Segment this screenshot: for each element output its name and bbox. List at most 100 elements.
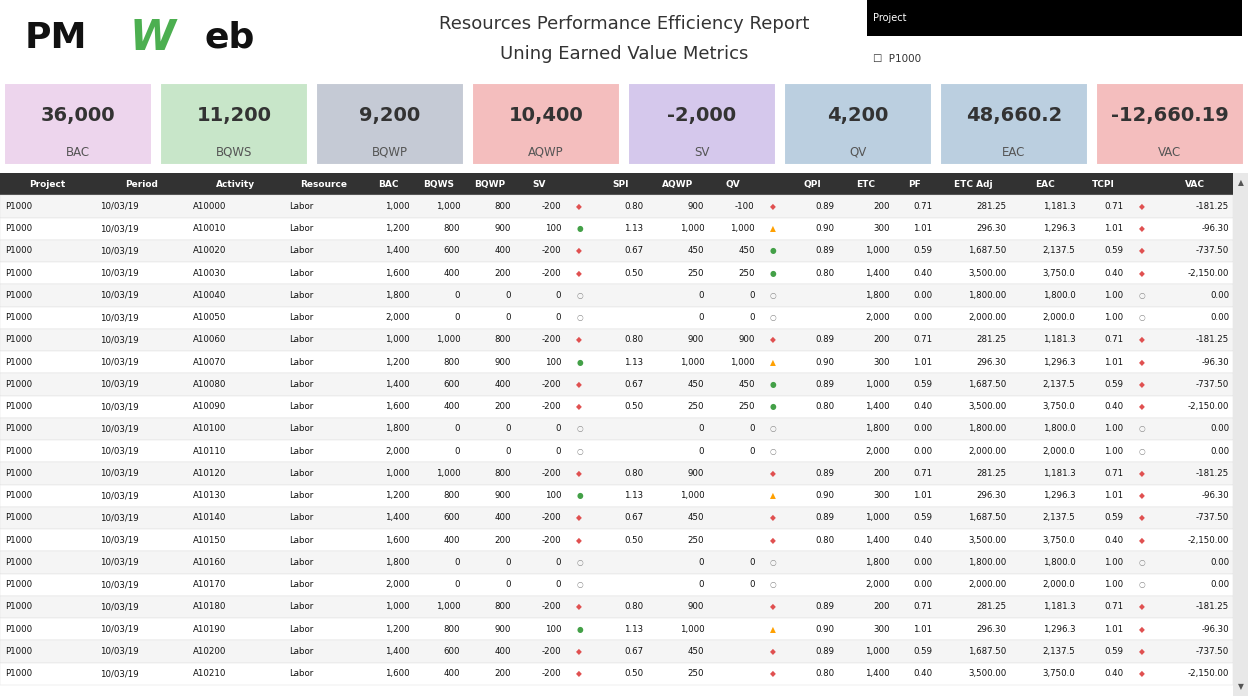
Text: 1,000: 1,000	[436, 469, 461, 478]
Text: 600: 600	[444, 647, 461, 656]
FancyBboxPatch shape	[160, 83, 308, 166]
Text: 1,000: 1,000	[680, 625, 704, 634]
Text: Labor: Labor	[288, 514, 313, 523]
Text: 0: 0	[505, 580, 510, 590]
Text: 0.80: 0.80	[624, 335, 643, 345]
Text: 281.25: 281.25	[976, 335, 1007, 345]
FancyBboxPatch shape	[0, 306, 1233, 329]
Text: 1.01: 1.01	[914, 625, 932, 634]
Text: ◆: ◆	[1138, 647, 1144, 656]
Text: ◆: ◆	[577, 402, 583, 411]
Text: A10110: A10110	[193, 447, 227, 456]
Text: ◆: ◆	[1138, 358, 1144, 367]
Text: ◆: ◆	[577, 514, 583, 523]
Text: 450: 450	[688, 246, 704, 255]
Text: PM: PM	[25, 20, 87, 54]
Text: 450: 450	[738, 246, 755, 255]
Text: Labor: Labor	[288, 269, 313, 278]
Text: 1,600: 1,600	[386, 670, 409, 678]
Text: 200: 200	[494, 269, 510, 278]
Text: ◆: ◆	[770, 670, 776, 678]
Text: 1,800.0: 1,800.0	[1043, 425, 1076, 434]
Text: ◆: ◆	[1138, 670, 1144, 678]
Text: 100: 100	[544, 491, 562, 500]
Text: 200: 200	[874, 202, 890, 211]
Text: 900: 900	[688, 603, 704, 612]
Text: 2,000.0: 2,000.0	[1043, 313, 1076, 322]
Text: A10040: A10040	[193, 291, 227, 300]
Text: 2,137.5: 2,137.5	[1043, 647, 1076, 656]
Text: 900: 900	[739, 335, 755, 345]
Text: 400: 400	[444, 536, 461, 545]
Text: 200: 200	[874, 335, 890, 345]
Text: Project: Project	[874, 13, 907, 23]
Text: ○: ○	[770, 558, 776, 567]
Text: 10/03/19: 10/03/19	[100, 291, 139, 300]
Text: 400: 400	[494, 514, 510, 523]
Text: 10/03/19: 10/03/19	[100, 269, 139, 278]
Text: 0.89: 0.89	[815, 514, 834, 523]
FancyBboxPatch shape	[628, 83, 776, 166]
FancyBboxPatch shape	[1096, 83, 1244, 166]
Text: 0.89: 0.89	[815, 246, 834, 255]
FancyBboxPatch shape	[0, 640, 1233, 663]
Text: Labor: Labor	[288, 425, 313, 434]
Text: 10/03/19: 10/03/19	[100, 313, 139, 322]
Text: 296.30: 296.30	[976, 358, 1007, 367]
Text: -181.25: -181.25	[1196, 202, 1229, 211]
Text: P1000: P1000	[5, 425, 32, 434]
Text: 0.00: 0.00	[914, 447, 932, 456]
Text: ◆: ◆	[770, 536, 776, 545]
Text: A10090: A10090	[193, 402, 226, 411]
Text: ▲: ▲	[1238, 178, 1243, 187]
Text: 1,400: 1,400	[386, 380, 409, 389]
Text: VAC: VAC	[1184, 180, 1204, 189]
Text: 200: 200	[874, 603, 890, 612]
Text: P1000: P1000	[5, 246, 32, 255]
Text: Labor: Labor	[288, 335, 313, 345]
Text: 1,600: 1,600	[386, 536, 409, 545]
Text: 600: 600	[444, 380, 461, 389]
Text: A10080: A10080	[193, 380, 227, 389]
Text: -737.50: -737.50	[1196, 246, 1229, 255]
Text: 0.67: 0.67	[624, 647, 643, 656]
FancyBboxPatch shape	[0, 507, 1233, 529]
Text: 100: 100	[544, 358, 562, 367]
Text: ○: ○	[1138, 291, 1144, 300]
Text: 0.71: 0.71	[914, 335, 932, 345]
Text: 3,750.0: 3,750.0	[1043, 269, 1076, 278]
Text: 1.01: 1.01	[1104, 491, 1123, 500]
Text: 200: 200	[494, 670, 510, 678]
Text: 9,200: 9,200	[359, 106, 421, 125]
Text: SPI: SPI	[613, 180, 629, 189]
Text: 10/03/19: 10/03/19	[100, 380, 139, 389]
Text: Labor: Labor	[288, 603, 313, 612]
Text: Labor: Labor	[288, 670, 313, 678]
Text: 1.01: 1.01	[914, 491, 932, 500]
Text: A10210: A10210	[193, 670, 227, 678]
Bar	[867, 0, 1242, 36]
Text: 0: 0	[454, 558, 461, 567]
Text: -200: -200	[542, 335, 562, 345]
Text: 0: 0	[699, 313, 704, 322]
Text: 0.50: 0.50	[624, 402, 643, 411]
Text: 1,800.0: 1,800.0	[1043, 558, 1076, 567]
Text: 2,000.00: 2,000.00	[968, 447, 1007, 456]
Text: 0.89: 0.89	[815, 380, 834, 389]
Text: 0: 0	[555, 425, 562, 434]
Text: 10/03/19: 10/03/19	[100, 224, 139, 233]
FancyBboxPatch shape	[0, 618, 1233, 640]
Text: ○: ○	[577, 558, 583, 567]
Text: -96.30: -96.30	[1202, 224, 1229, 233]
Text: 900: 900	[494, 491, 510, 500]
FancyBboxPatch shape	[0, 329, 1233, 351]
Text: 900: 900	[494, 358, 510, 367]
Text: 10/03/19: 10/03/19	[100, 536, 139, 545]
Text: ◆: ◆	[577, 670, 583, 678]
Text: 1,600: 1,600	[386, 269, 409, 278]
Text: 2,000: 2,000	[865, 447, 890, 456]
Text: 0.00: 0.00	[1211, 313, 1229, 322]
Text: 0.59: 0.59	[1104, 514, 1123, 523]
Text: ◆: ◆	[577, 246, 583, 255]
Text: 1.13: 1.13	[624, 358, 643, 367]
